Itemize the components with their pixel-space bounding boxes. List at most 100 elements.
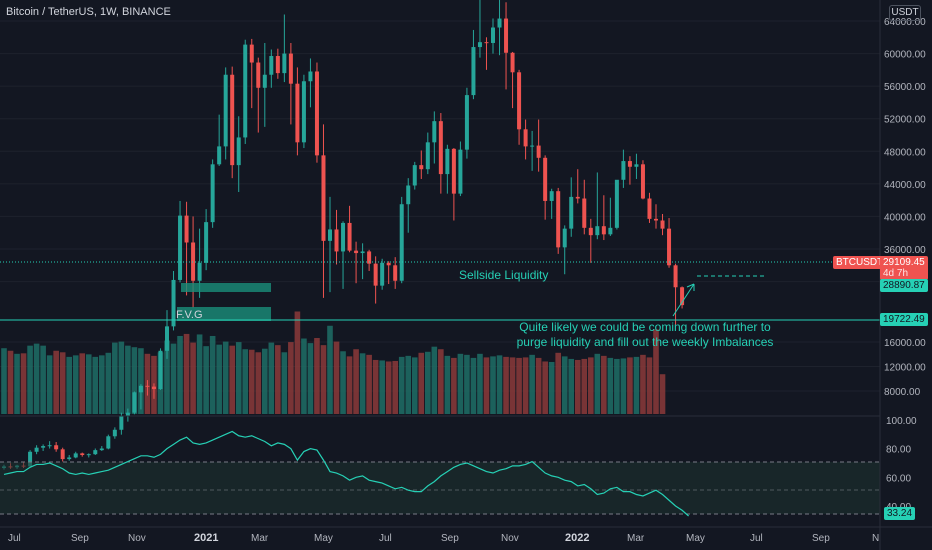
candle-body[interactable] xyxy=(210,164,215,223)
candle-body[interactable] xyxy=(93,450,98,455)
candle-body[interactable] xyxy=(243,44,248,138)
candle-body[interactable] xyxy=(543,157,548,201)
candle-body[interactable] xyxy=(621,161,626,180)
candle-body[interactable] xyxy=(334,229,339,252)
candle-body[interactable] xyxy=(393,265,398,281)
candle-body[interactable] xyxy=(223,74,228,147)
candle-body[interactable] xyxy=(562,228,567,248)
candle-body[interactable] xyxy=(406,185,411,205)
candle-body[interactable] xyxy=(497,18,502,28)
candle-body[interactable] xyxy=(230,74,235,166)
imbalance-zone-upper[interactable] xyxy=(181,283,271,292)
candle-body[interactable] xyxy=(523,129,528,147)
candle-body[interactable] xyxy=(491,27,495,43)
candle-body[interactable] xyxy=(549,191,554,201)
candle-body[interactable] xyxy=(451,148,456,194)
comment-note[interactable]: Quite likely we could be coming down fur… xyxy=(515,320,775,350)
candle-body[interactable] xyxy=(301,81,306,143)
candle-body[interactable] xyxy=(151,386,156,390)
candle-body[interactable] xyxy=(288,53,293,84)
candle-body[interactable] xyxy=(510,52,515,73)
candle-body[interactable] xyxy=(328,229,332,241)
candle-body[interactable] xyxy=(588,227,593,236)
candle-body[interactable] xyxy=(178,215,183,280)
imbalance-zone-lower[interactable] xyxy=(177,307,271,321)
candle-body[interactable] xyxy=(367,251,372,264)
candle-body[interactable] xyxy=(647,198,652,219)
candle-body[interactable] xyxy=(373,263,378,286)
sellside-liquidity-label[interactable]: Sellside Liquidity xyxy=(459,268,549,282)
candle-body[interactable] xyxy=(504,18,509,53)
candle-body[interactable] xyxy=(530,145,535,147)
candle-body[interactable] xyxy=(667,228,672,266)
candle-body[interactable] xyxy=(608,227,613,235)
fvg-label[interactable]: F.V.G xyxy=(176,309,203,321)
candle-body[interactable] xyxy=(354,250,359,254)
candle-body[interactable] xyxy=(399,204,404,281)
candle-body[interactable] xyxy=(132,392,137,413)
candle-body[interactable] xyxy=(614,179,619,228)
candle-body[interactable] xyxy=(54,445,59,450)
candle-body[interactable] xyxy=(464,95,469,150)
candle-body[interactable] xyxy=(165,326,169,351)
symbol-title[interactable]: Bitcoin / TetherUS, 1W, BINANCE xyxy=(6,6,171,18)
candle-body[interactable] xyxy=(680,287,685,306)
candle-body[interactable] xyxy=(112,429,117,437)
candle-body[interactable] xyxy=(34,447,39,452)
time-axis[interactable]: Jul Sep Nov 2021 Mar May Jul Sep Nov 2022 Mar May Ju… xyxy=(0,526,932,544)
candle-body[interactable] xyxy=(158,350,163,390)
candle-body[interactable] xyxy=(582,198,587,228)
candle-body[interactable] xyxy=(419,165,424,170)
candle-body[interactable] xyxy=(275,56,280,74)
candle-body[interactable] xyxy=(184,215,189,243)
candle-body[interactable] xyxy=(197,262,202,281)
currency-button[interactable]: USDT xyxy=(889,5,921,21)
candle-body[interactable] xyxy=(321,155,326,241)
candle-body[interactable] xyxy=(73,453,78,458)
candle-body[interactable] xyxy=(80,453,85,456)
candle-body[interactable] xyxy=(484,42,489,44)
candle-body[interactable] xyxy=(360,251,365,254)
candle-body[interactable] xyxy=(575,196,580,199)
candle-body[interactable] xyxy=(660,220,665,229)
candle-body[interactable] xyxy=(601,226,606,235)
candle-body[interactable] xyxy=(41,446,46,448)
candle-body[interactable] xyxy=(640,164,645,199)
candle-body[interactable] xyxy=(295,83,300,143)
candle-body[interactable] xyxy=(380,262,385,286)
candle-body[interactable] xyxy=(119,415,124,430)
candle-body[interactable] xyxy=(191,242,196,281)
candle-body[interactable] xyxy=(60,449,65,460)
candle-body[interactable] xyxy=(673,265,678,288)
candle-body[interactable] xyxy=(145,385,150,387)
candle-body[interactable] xyxy=(556,191,561,248)
candle-body[interactable] xyxy=(106,436,111,449)
candle-body[interactable] xyxy=(269,56,274,75)
candle-body[interactable] xyxy=(627,161,632,167)
candle-body[interactable] xyxy=(86,454,91,456)
candle-body[interactable] xyxy=(536,145,541,158)
candle-body[interactable] xyxy=(458,149,463,194)
candle-body[interactable] xyxy=(282,53,287,74)
candle-body[interactable] xyxy=(595,226,600,236)
candle-body[interactable] xyxy=(569,196,574,229)
candle-body[interactable] xyxy=(517,72,522,130)
candle-body[interactable] xyxy=(171,279,176,327)
candle-body[interactable] xyxy=(262,74,267,88)
rsi-line[interactable] xyxy=(3,430,689,517)
candle-body[interactable] xyxy=(236,137,241,166)
candle-body[interactable] xyxy=(138,385,143,393)
candle-body[interactable] xyxy=(217,146,222,165)
candle-body[interactable] xyxy=(347,222,352,251)
candle-body[interactable] xyxy=(249,44,254,63)
candle-body[interactable] xyxy=(314,71,319,156)
candle-body[interactable] xyxy=(432,121,437,143)
candle-body[interactable] xyxy=(471,47,476,96)
candle-body[interactable] xyxy=(634,164,639,167)
candle-body[interactable] xyxy=(438,121,443,175)
candle-body[interactable] xyxy=(99,448,104,451)
candle-body[interactable] xyxy=(425,142,430,170)
candle-body[interactable] xyxy=(125,412,130,416)
candle-body[interactable] xyxy=(204,222,209,263)
